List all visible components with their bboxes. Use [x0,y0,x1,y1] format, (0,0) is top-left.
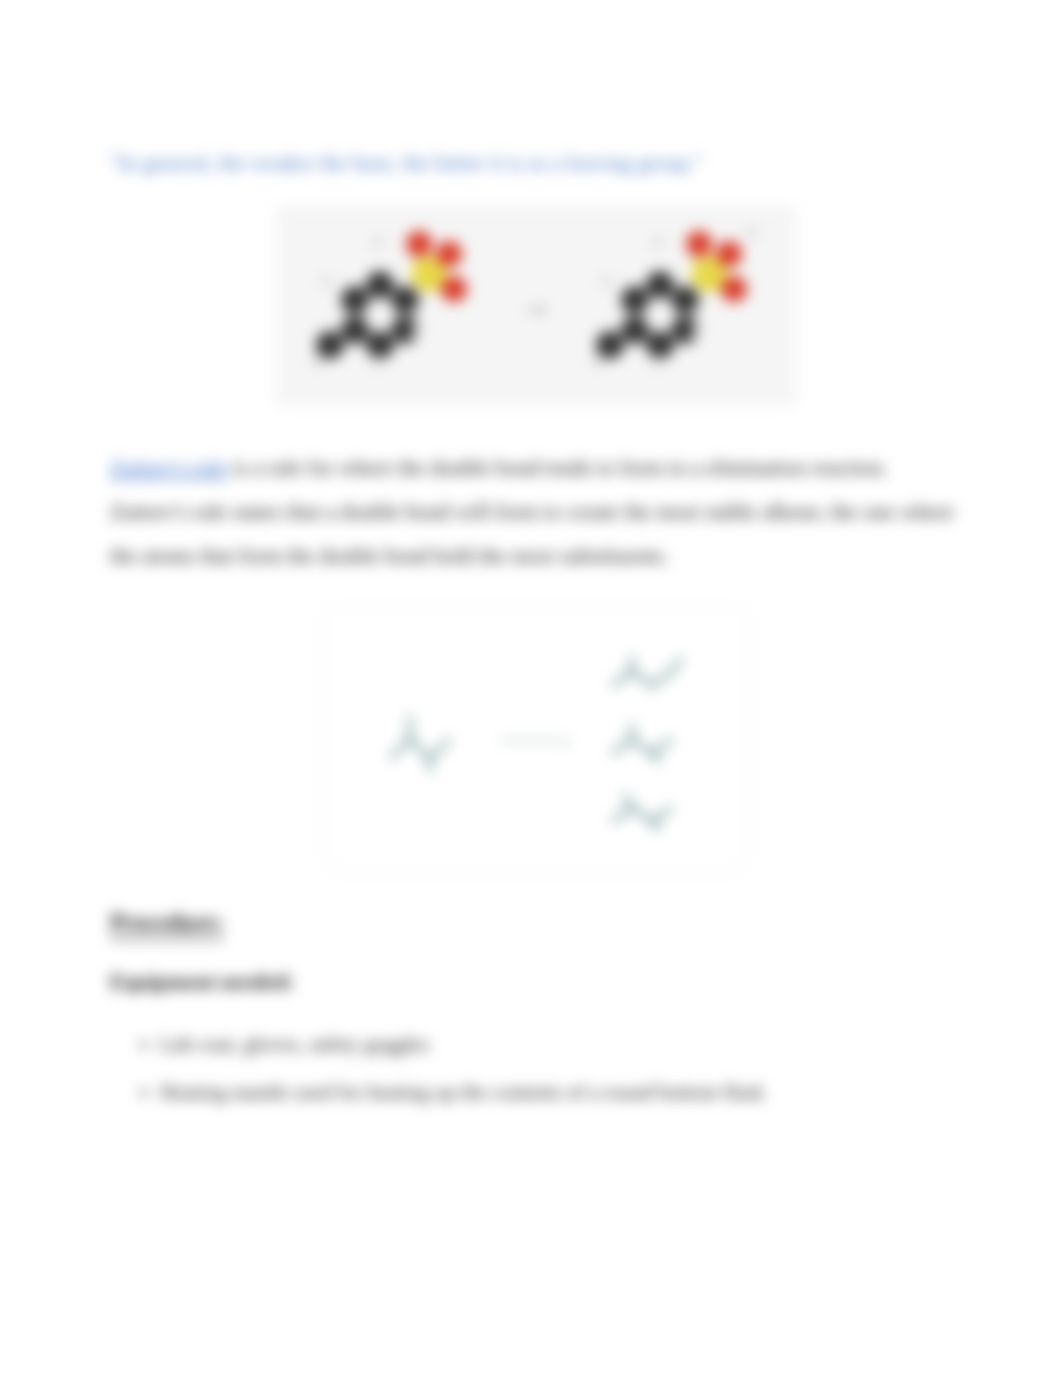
molecule-figure: → [276,206,796,406]
product-skeletal-1 [602,646,692,696]
product-molecule [591,226,761,386]
zaitsev-rule-link[interactable]: Zaitsev's rule [110,455,227,480]
reaction-arrow-icon: → [521,289,551,323]
reactant-molecule [311,226,481,386]
reaction-arrow-icon: ———→ [500,728,572,751]
list-item: Lab coat, gloves, safety goggles [160,1023,962,1065]
document-page: "In general, the weaker the base, the be… [0,0,1062,1229]
equipment-list: Lab coat, gloves, safety goggles Heating… [110,1023,962,1113]
reactant-skeletal [380,704,470,774]
equipment-subheading: Equipment needed: [110,969,962,995]
procedure-heading: Procedure: [110,910,224,939]
skeletal-figure: ———→ [325,608,747,870]
paragraph-text: is a rule for where the double bond tend… [110,455,954,568]
highlighted-quote: "In general, the weaker the base, the be… [110,150,962,176]
body-paragraph: Zaitsev's rule is a rule for where the d… [110,446,962,578]
product-skeletal-2 [602,714,692,764]
product-list [602,646,692,832]
product-skeletal-3 [602,782,692,832]
list-item: Heating mantle used for heating up the c… [160,1071,962,1113]
